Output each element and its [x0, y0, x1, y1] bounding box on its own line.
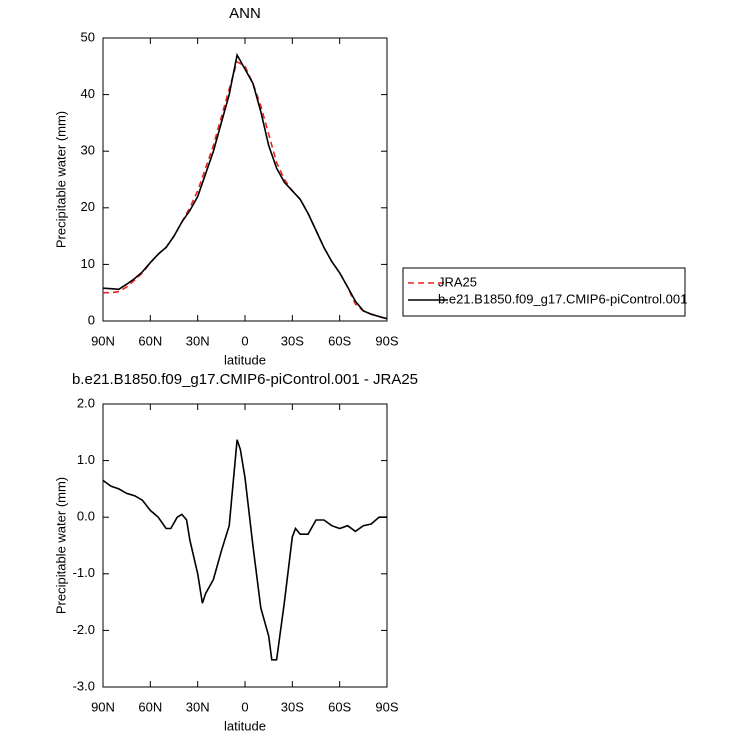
- y-tick-label: 30: [81, 143, 95, 158]
- plot-frame: [102, 37, 388, 322]
- x-tick-label: 60N: [138, 333, 162, 348]
- x-tick-label: 30N: [186, 699, 210, 714]
- chart-title: ANN: [229, 5, 261, 22]
- plot-frame: [102, 403, 388, 688]
- y-tick-label: 0.0: [77, 509, 95, 524]
- x-tick-label: 0: [241, 333, 248, 348]
- y-tick-label: 10: [81, 256, 95, 271]
- y-tick-label: 0: [88, 312, 95, 327]
- x-tick-label: 60S: [328, 699, 351, 714]
- y-tick-label: 20: [81, 199, 95, 214]
- x-tick-label: 60S: [328, 333, 351, 348]
- x-tick-label: 30S: [281, 333, 304, 348]
- x-tick-label: 30N: [186, 333, 210, 348]
- y-tick-label: -3.0: [73, 678, 95, 693]
- x-axis-label: latitude: [224, 718, 266, 733]
- chart-title: b.e21.B1850.f09_g17.CMIP6-piControl.001 …: [72, 371, 418, 388]
- y-axis-label: Precipitable water (mm): [53, 477, 68, 614]
- x-tick-label: 90N: [91, 333, 115, 348]
- x-tick-label: 90S: [375, 699, 398, 714]
- x-tick-label: 30S: [281, 699, 304, 714]
- x-axis-label: latitude: [224, 352, 266, 367]
- y-axis-label: Precipitable water (mm): [53, 111, 68, 248]
- legend-box: [402, 267, 686, 317]
- y-tick-label: 50: [81, 29, 95, 44]
- data-line: [102, 52, 388, 320]
- legend-label: b.e21.B1850.f09_g17.CMIP6-piControl.001: [438, 291, 687, 306]
- y-tick-label: 40: [81, 86, 95, 101]
- data-line: [102, 439, 387, 661]
- legend-label: JRA25: [438, 274, 477, 289]
- x-tick-label: 60N: [138, 699, 162, 714]
- x-tick-label: 90N: [91, 699, 115, 714]
- y-tick-label: 1.0: [77, 452, 95, 467]
- y-tick-label: 2.0: [77, 395, 95, 410]
- x-tick-label: 90S: [375, 333, 398, 348]
- x-tick-label: 0: [241, 699, 248, 714]
- y-tick-label: -2.0: [73, 622, 95, 637]
- y-tick-label: -1.0: [73, 565, 95, 580]
- data-line: [103, 60, 388, 321]
